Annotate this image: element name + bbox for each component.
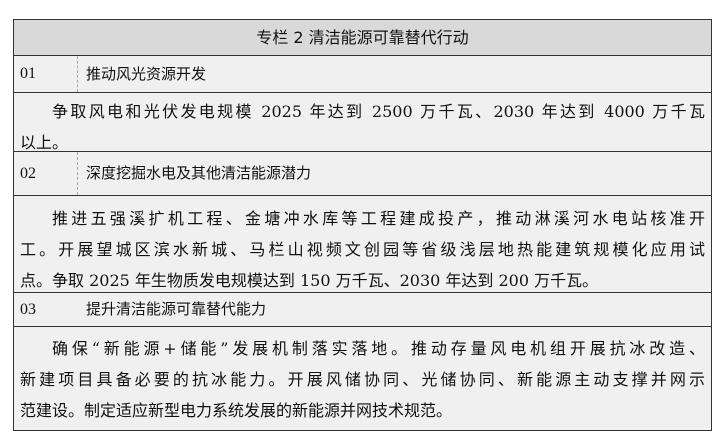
- section-body-03: 确保“新能源+储能”发展机制落实落地。推动存量风电机组开展抗冰改造、 新建项目具…: [14, 327, 711, 430]
- table-title: 专栏 2 清洁能源可靠替代行动: [14, 20, 711, 56]
- body-line: 以上。: [20, 133, 69, 152]
- section-header-02: 02 深度挖掘水电及其他清洁能源潜力: [14, 152, 711, 196]
- section-title: 提升清洁能源可靠替代能力: [86, 300, 267, 318]
- section-title: 深度挖掘水电及其他清洁能源潜力: [86, 164, 312, 182]
- body-line: 工。开展望城区滨水新城、马栏山视频文创园等省级浅层地热能建筑规模化应用试: [20, 240, 705, 259]
- body-line: 争取风电和光伏发电规模 2025 年达到 2500 万千瓦、2030 年达到 4…: [52, 102, 705, 121]
- body-line: 推进五强溪扩机工程、金塘冲水库等工程建成投产，推动淋溪河水电站核准开: [52, 209, 705, 228]
- dashed-divider: [77, 152, 78, 195]
- section-body-02: 推进五强溪扩机工程、金塘冲水库等工程建成投产，推动淋溪河水电站核准开 工。开展望…: [14, 196, 711, 293]
- section-number: 01: [20, 65, 36, 82]
- body-line: 确保“新能源+储能”发展机制落实落地。推动存量风电机组开展抗冰改造、: [52, 339, 705, 358]
- column-box-table: 专栏 2 清洁能源可靠替代行动 01 推动风光资源开发 争取风电和光伏发电规模 …: [13, 19, 712, 431]
- section-body-01: 争取风电和光伏发电规模 2025 年达到 2500 万千瓦、2030 年达到 4…: [14, 93, 711, 152]
- body-line: 范建设。制定适应新型电力系统发展的新能源并网技术规范。: [20, 401, 453, 420]
- section-number: 02: [20, 165, 36, 182]
- section-header-03: 03 提升清洁能源可靠替代能力: [14, 293, 711, 327]
- section-title: 推动风光资源开发: [86, 65, 207, 83]
- section-number: 03: [20, 301, 36, 318]
- dashed-divider: [77, 56, 78, 92]
- section-header-01: 01 推动风光资源开发: [14, 56, 711, 93]
- body-line: 新建项目具备必要的抗冰能力。开展风储协同、光储协同、新能源主动支撑并网示: [20, 370, 705, 389]
- body-line: 点。争取 2025 年生物质发电规模达到 150 万千瓦、2030 年达到 20…: [20, 271, 599, 290]
